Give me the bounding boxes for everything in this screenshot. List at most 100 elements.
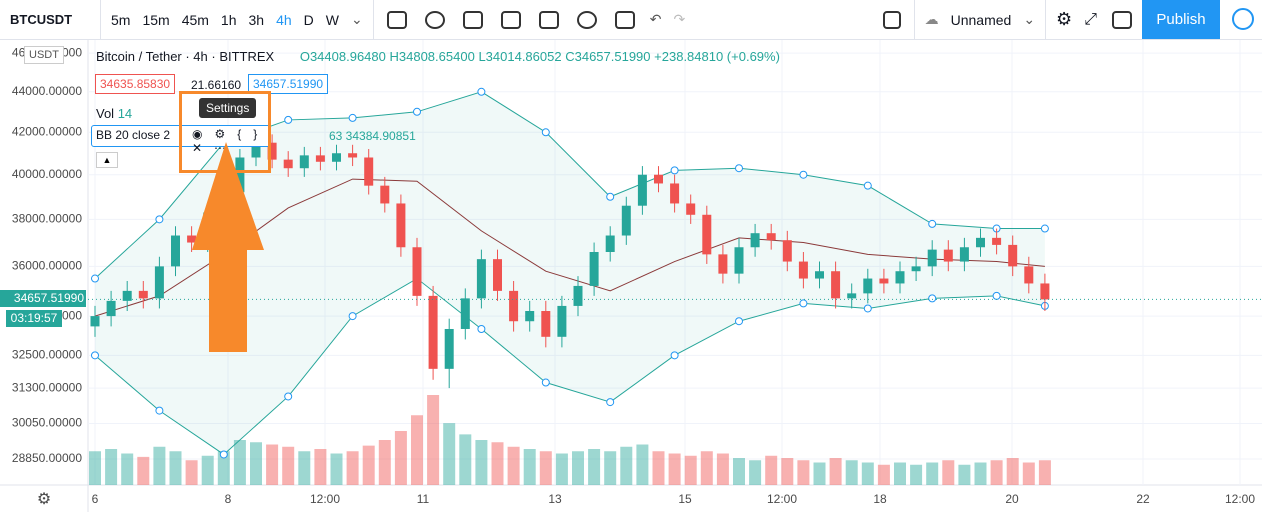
candle-body bbox=[670, 183, 680, 204]
y-tick-label: 32500.00000 bbox=[12, 348, 82, 362]
candle-body bbox=[879, 278, 889, 284]
volume-bar bbox=[910, 464, 923, 485]
volume-bar bbox=[507, 446, 520, 485]
volume-bar bbox=[1006, 458, 1019, 485]
candle-body bbox=[750, 233, 760, 248]
separator bbox=[913, 0, 915, 39]
toolbar: BTCUSDT 5m 15m 45m 1h 3h 4h D W ⌄ ↶ ↷ ☁ Unnamed… bbox=[0, 0, 1262, 40]
interval[interactable]: 1h bbox=[220, 11, 237, 28]
templates-icon[interactable] bbox=[500, 10, 521, 29]
volume-bar bbox=[1038, 460, 1051, 485]
layout-name[interactable]: Unnamed bbox=[950, 11, 1012, 28]
interval[interactable]: D bbox=[303, 11, 314, 28]
ohlc-close: C34657.51990 bbox=[565, 49, 651, 64]
alert-icon[interactable] bbox=[576, 10, 597, 29]
layout-icon[interactable] bbox=[882, 10, 901, 29]
chart-type-icon[interactable] bbox=[386, 10, 407, 29]
x-tick-label: 15 bbox=[678, 492, 692, 506]
candle-body bbox=[686, 203, 696, 215]
collapse-button[interactable]: ▲ bbox=[96, 152, 118, 168]
candle-body bbox=[654, 174, 663, 184]
volume-bar bbox=[813, 462, 826, 485]
redo[interactable]: ↷ bbox=[673, 11, 686, 27]
candle-body bbox=[428, 295, 438, 369]
y-tick-label: 30050.00000 bbox=[12, 416, 82, 430]
fullscreen-icon[interactable]: ⤢ bbox=[1084, 10, 1097, 28]
band-handle bbox=[863, 181, 872, 190]
candle-body bbox=[332, 153, 341, 162]
volume-bar bbox=[233, 440, 246, 485]
volume-bar bbox=[588, 449, 601, 485]
volume-bar bbox=[346, 451, 359, 485]
volume-bar bbox=[877, 464, 890, 485]
volume-bar bbox=[491, 442, 504, 485]
candle-body bbox=[493, 259, 502, 291]
candle-body bbox=[702, 214, 712, 255]
volume-bar bbox=[572, 451, 584, 485]
x-tick-label: 6 bbox=[92, 492, 99, 506]
volume-bar bbox=[523, 449, 536, 485]
dropdown[interactable]: ⌄ bbox=[351, 11, 363, 27]
fx-icon[interactable] bbox=[462, 10, 483, 29]
volume-bar bbox=[829, 458, 842, 485]
band-handle bbox=[284, 115, 293, 124]
band-handle bbox=[799, 299, 808, 308]
bid: 34635.85830 bbox=[95, 74, 176, 94]
interval[interactable]: 3h bbox=[248, 11, 265, 28]
candle-body bbox=[782, 240, 792, 262]
undo[interactable]: ↶ bbox=[649, 11, 662, 27]
band-handle bbox=[413, 107, 421, 116]
dropdown[interactable]: ⌄ bbox=[1023, 11, 1036, 27]
snapshot-icon[interactable] bbox=[1112, 10, 1132, 29]
volume-bar bbox=[459, 434, 472, 485]
y-tick-label: 42000.00000 bbox=[12, 124, 82, 138]
volume-bar bbox=[539, 451, 552, 485]
band-handle bbox=[992, 291, 1001, 300]
indicator-icon[interactable] bbox=[424, 10, 445, 29]
volume-bar bbox=[298, 451, 311, 485]
candle-body bbox=[106, 300, 116, 317]
volume-bar bbox=[427, 395, 440, 485]
volume-bar bbox=[684, 455, 697, 485]
x-tick-label: 20 bbox=[1005, 492, 1019, 506]
volume-bar bbox=[201, 455, 214, 485]
candle-body bbox=[219, 192, 229, 213]
symbol[interactable]: BTCUSDT bbox=[10, 12, 73, 27]
countdown: 03:19:57 bbox=[6, 310, 62, 327]
volume-bar bbox=[894, 462, 906, 485]
separator bbox=[1045, 0, 1047, 39]
publish-button[interactable]: Publish bbox=[1142, 0, 1220, 39]
candle-body bbox=[541, 310, 551, 337]
interval[interactable]: W bbox=[325, 11, 339, 28]
volume-bar bbox=[250, 442, 262, 485]
y-tick-label: 31300.00000 bbox=[12, 380, 82, 394]
interval[interactable]: 45m bbox=[181, 11, 209, 28]
interval[interactable]: 4h bbox=[276, 11, 292, 28]
play-button[interactable] bbox=[1232, 8, 1254, 30]
compare-icon[interactable] bbox=[538, 10, 559, 29]
interval[interactable]: 5m bbox=[111, 11, 131, 28]
tooltip: Settings bbox=[199, 98, 257, 118]
replay-icon[interactable] bbox=[614, 10, 635, 29]
x-tick-label: 18 bbox=[873, 492, 887, 506]
band-handle bbox=[928, 219, 937, 228]
settings-icon[interactable]: ⚙ bbox=[1056, 9, 1073, 29]
volume-bar bbox=[942, 460, 955, 485]
legend-title: Bitcoin / Tether · 4h · BITTREX bbox=[96, 49, 275, 64]
candle-body bbox=[509, 290, 519, 322]
legend: Bitcoin / Tether · 4h · BITTREX O34408.9… bbox=[96, 49, 780, 64]
y-tick-label: 28850.00000 bbox=[12, 451, 82, 465]
band-line bbox=[94, 277, 1046, 456]
volume-bar bbox=[314, 449, 327, 485]
band-handle bbox=[284, 392, 293, 401]
candle-body bbox=[187, 235, 197, 243]
candle-body bbox=[798, 261, 808, 279]
band-handle bbox=[606, 192, 615, 201]
interval[interactable]: 15m bbox=[142, 11, 170, 28]
candle-body bbox=[895, 271, 905, 284]
volume-bar bbox=[797, 460, 810, 485]
candle-body bbox=[557, 305, 567, 337]
candle-body bbox=[911, 266, 921, 272]
volume-bar bbox=[185, 460, 198, 485]
